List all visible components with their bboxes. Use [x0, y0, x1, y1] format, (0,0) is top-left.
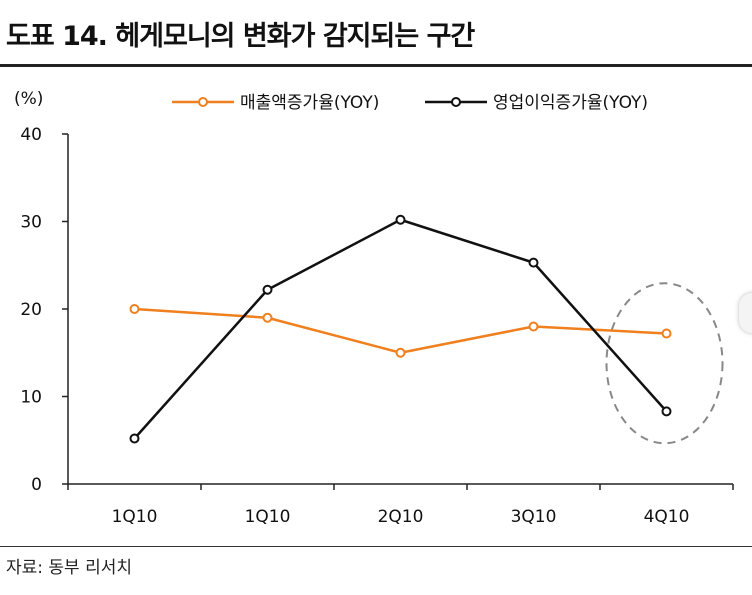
legend-label-2: 영업이익증가율(YOY): [493, 93, 648, 113]
series-1-point: [661, 328, 672, 339]
series-2-point: [262, 284, 273, 295]
legend-swatch-marker-1: [198, 97, 208, 107]
legend-label-1: 매출액증가율(YOY): [240, 93, 379, 113]
page-title: 도표 14. 헤게모니의 변화가 감지되는 구간: [6, 21, 475, 52]
x-tick-label: 2Q10: [378, 507, 424, 527]
x-tick-label: 1Q10: [112, 507, 158, 527]
legend-swatch-marker-2: [451, 97, 461, 107]
y-tick-label: 0: [31, 475, 42, 495]
highlight-ellipse: [605, 282, 724, 445]
y-axis-unit-label: (%): [14, 89, 43, 109]
series-1-point: [262, 312, 273, 323]
y-tick-label: 20: [20, 300, 42, 320]
series-1-point: [129, 304, 140, 314]
source-note: 자료: 동부 리서치: [6, 558, 133, 578]
line-chart: (%) 0 10 20 30 40 1Q10 1Q10 2Q10 3Q10 4Q10 매출액증가율(Y…: [14, 89, 734, 527]
side-scroll-tab[interactable]: [738, 292, 752, 334]
x-tick-label: 3Q10: [511, 507, 557, 527]
x-tick-label: 4Q10: [644, 507, 690, 527]
series-1-point: [395, 347, 406, 358]
series-line-1: [134, 307, 667, 354]
series-2-point: [528, 257, 539, 268]
series-2-point: [661, 406, 672, 417]
title-divider: [0, 64, 752, 67]
y-tick-label: 40: [20, 125, 42, 145]
footer-divider: [0, 546, 752, 547]
series-2-point: [129, 433, 140, 444]
x-tick-label: 1Q10: [245, 507, 291, 527]
series-2-point: [395, 214, 406, 225]
y-tick-label: 30: [20, 213, 42, 233]
y-tick-label: 10: [20, 388, 42, 408]
series-1-point: [528, 321, 539, 332]
